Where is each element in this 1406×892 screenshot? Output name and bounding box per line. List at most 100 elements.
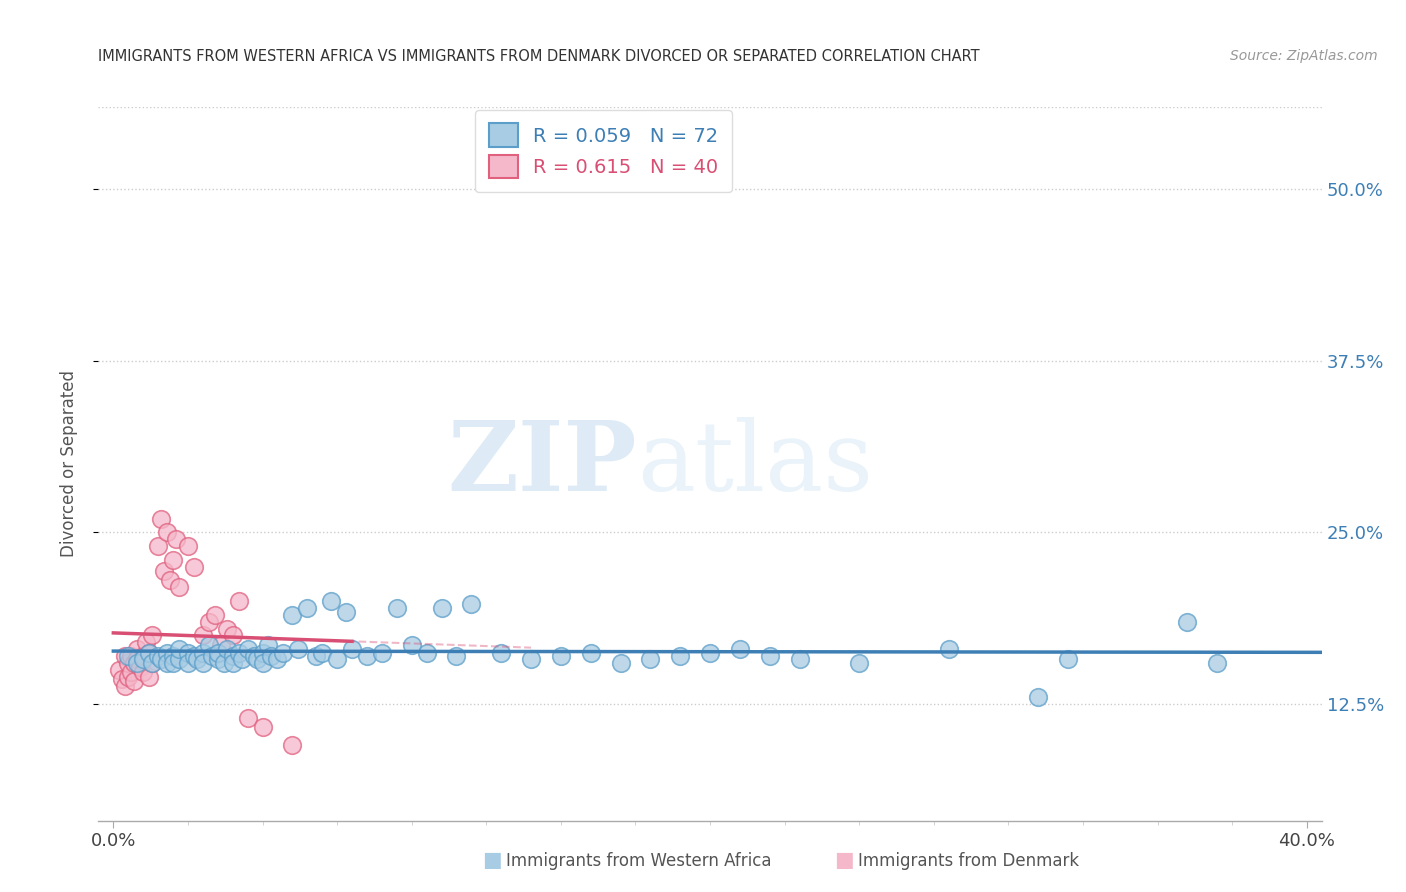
Point bbox=[758, 648, 780, 663]
Point bbox=[135, 635, 157, 649]
Point bbox=[156, 525, 179, 540]
Point bbox=[260, 648, 283, 663]
Point bbox=[167, 642, 190, 657]
Point bbox=[167, 651, 190, 665]
Text: ■: ■ bbox=[482, 850, 502, 870]
Point bbox=[191, 628, 214, 642]
Point bbox=[221, 628, 243, 642]
Point bbox=[848, 656, 870, 670]
Point bbox=[415, 646, 437, 660]
Point bbox=[321, 594, 343, 608]
Text: ■: ■ bbox=[834, 850, 853, 870]
Point bbox=[1057, 651, 1080, 665]
Point bbox=[335, 605, 357, 619]
Point bbox=[287, 642, 309, 657]
Point bbox=[728, 642, 751, 657]
Point bbox=[132, 651, 155, 665]
Point bbox=[356, 648, 378, 663]
Point bbox=[120, 648, 142, 663]
Point bbox=[228, 646, 250, 660]
Point bbox=[177, 539, 200, 553]
Point bbox=[117, 656, 139, 670]
Y-axis label: Divorced or Separated: Divorced or Separated bbox=[59, 370, 77, 558]
Point bbox=[146, 648, 169, 663]
Point bbox=[165, 533, 187, 547]
Point bbox=[252, 646, 274, 660]
Point bbox=[132, 648, 155, 663]
Point bbox=[460, 597, 482, 611]
Point bbox=[273, 646, 295, 660]
Point bbox=[183, 648, 205, 663]
Point bbox=[212, 656, 235, 670]
Point bbox=[120, 665, 142, 680]
Point bbox=[198, 615, 221, 629]
Point bbox=[150, 512, 173, 526]
Point bbox=[111, 673, 134, 687]
Point bbox=[167, 580, 190, 594]
Legend: R = 0.059   N = 72, R = 0.615   N = 40: R = 0.059 N = 72, R = 0.615 N = 40 bbox=[475, 110, 733, 192]
Point bbox=[221, 648, 243, 663]
Point bbox=[141, 656, 163, 670]
Point bbox=[122, 673, 145, 688]
Point bbox=[177, 646, 200, 660]
Point bbox=[281, 738, 304, 752]
Point bbox=[281, 607, 304, 622]
Point bbox=[204, 607, 226, 622]
Point bbox=[215, 622, 238, 636]
Point bbox=[266, 651, 288, 665]
Point bbox=[127, 642, 149, 657]
Point bbox=[305, 648, 328, 663]
Point bbox=[153, 564, 176, 578]
Point bbox=[252, 656, 274, 670]
Point bbox=[311, 646, 333, 660]
Point bbox=[340, 642, 363, 657]
Point bbox=[159, 574, 181, 588]
Point bbox=[129, 660, 152, 674]
Text: Immigrants from Western Africa: Immigrants from Western Africa bbox=[506, 852, 772, 870]
Point bbox=[236, 642, 259, 657]
Point bbox=[138, 669, 160, 683]
Point bbox=[401, 638, 423, 652]
Point bbox=[236, 711, 259, 725]
Point bbox=[162, 656, 184, 670]
Text: IMMIGRANTS FROM WESTERN AFRICA VS IMMIGRANTS FROM DENMARK DIVORCED OR SEPARATED : IMMIGRANTS FROM WESTERN AFRICA VS IMMIGR… bbox=[98, 49, 980, 64]
Point bbox=[326, 651, 349, 665]
Point bbox=[430, 601, 453, 615]
Point bbox=[550, 648, 572, 663]
Point bbox=[141, 656, 163, 670]
Point bbox=[215, 642, 238, 657]
Point bbox=[156, 656, 179, 670]
Point bbox=[177, 656, 200, 670]
Point bbox=[114, 679, 136, 693]
Point bbox=[122, 656, 145, 670]
Point bbox=[186, 651, 208, 665]
Point bbox=[114, 648, 136, 663]
Point bbox=[198, 638, 221, 652]
Point bbox=[371, 646, 394, 660]
Point bbox=[231, 651, 253, 665]
Text: ZIP: ZIP bbox=[447, 417, 637, 511]
Point bbox=[579, 646, 602, 660]
Point bbox=[201, 648, 224, 663]
Text: Source: ZipAtlas.com: Source: ZipAtlas.com bbox=[1230, 49, 1378, 63]
Point bbox=[1206, 656, 1229, 670]
Point bbox=[938, 642, 960, 657]
Point bbox=[252, 720, 274, 734]
Point bbox=[132, 665, 155, 680]
Point bbox=[228, 594, 250, 608]
Point bbox=[1177, 615, 1199, 629]
Point bbox=[297, 601, 319, 615]
Point bbox=[127, 651, 149, 665]
Point bbox=[117, 669, 139, 683]
Point bbox=[191, 646, 214, 660]
Point bbox=[489, 646, 512, 660]
Point bbox=[162, 553, 184, 567]
Point bbox=[138, 646, 160, 660]
Point bbox=[789, 651, 811, 665]
Text: atlas: atlas bbox=[637, 417, 873, 511]
Point bbox=[242, 648, 264, 663]
Point bbox=[191, 656, 214, 670]
Point bbox=[699, 646, 721, 660]
Point bbox=[245, 651, 267, 665]
Point bbox=[209, 638, 232, 652]
